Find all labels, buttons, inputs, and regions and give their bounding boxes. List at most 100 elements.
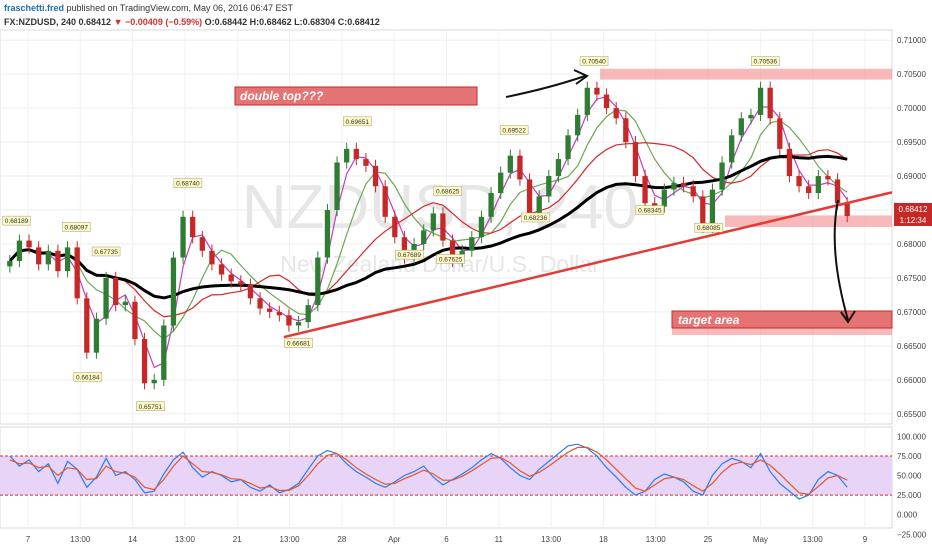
time-grid [27, 30, 866, 528]
drawn-arrows [505, 69, 856, 324]
symbol-name[interactable]: FX:NZDUSD, 240 [4, 17, 77, 27]
candle-body [372, 165, 379, 187]
candle-body [170, 257, 177, 326]
candle-body [488, 193, 494, 217]
price-label-box [395, 249, 424, 260]
candle-body [430, 213, 436, 231]
candle-body [305, 305, 311, 323]
candle-body [247, 284, 254, 299]
price-zones [600, 68, 892, 336]
time-tick-label: 6 [444, 535, 449, 544]
author-name[interactable]: fraschetti.fred [4, 3, 65, 13]
price-label-text: 0.68345 [638, 208, 662, 215]
price-label-text: 0.69522 [502, 128, 526, 135]
target-area-banner [671, 310, 893, 329]
candle-body [132, 301, 138, 340]
oscillator-axis[interactable]: 100.000 75.000 50.000 25.000 0.000 −25.000 [897, 432, 927, 539]
candle-body [767, 87, 773, 119]
price-label-text: 0.67735 [94, 249, 118, 256]
candle-body [392, 216, 398, 238]
publish-info: published on TradingView.com, May 06, 20… [66, 3, 294, 13]
price-label-box [91, 246, 121, 257]
candle-body [36, 247, 42, 265]
time-axis[interactable]: 7 13:00 14 13:00 21 13:00 28 Apr 6 11 13:00 18 13:00… [26, 535, 868, 544]
price-axis[interactable]: 0.710000.705000.700000.695000.690000.685… [897, 36, 926, 419]
candle-body [575, 114, 581, 136]
candle-body [315, 257, 321, 306]
stochastic-oscillator [0, 443, 892, 500]
time-tick-label: 18 [599, 535, 608, 544]
oscillator-d-line [9, 446, 848, 495]
price-label-text: 0.68740 [176, 181, 200, 188]
price-tick-label: 0.69000 [897, 172, 926, 181]
candle-body [700, 196, 706, 227]
candle-body [825, 176, 831, 180]
price-label-text: 0.68085 [697, 225, 721, 232]
candle-body [344, 148, 350, 163]
double-top-annotation[interactable]: double top??? [234, 86, 478, 106]
candle-body [113, 277, 119, 306]
countdown-tag-box [894, 215, 932, 226]
candle-body [584, 87, 590, 115]
price-tick-label: 0.67000 [897, 308, 926, 317]
time-tick-label: Apr [388, 535, 401, 544]
candle-body [382, 186, 388, 217]
price-label-box [635, 205, 665, 215]
time-tick-label: 13:00 [541, 535, 562, 544]
zone-current [725, 215, 892, 227]
candle-body [45, 250, 51, 265]
time-tick-label: 13:00 [70, 535, 91, 544]
last-price-tag: 0.68412 1:12:34 [894, 203, 932, 226]
price-label-text: 0.65751 [139, 404, 163, 411]
oscillator-tick-label: 50.000 [897, 472, 922, 481]
price-label-box [499, 125, 529, 135]
candle-body [642, 176, 648, 204]
candle-body [401, 237, 408, 258]
price-label-text: 0.68097 [64, 224, 88, 231]
candle-body [286, 315, 292, 326]
price-tick-label: 0.66500 [897, 342, 926, 351]
price-label-box [343, 116, 372, 127]
price-label-box [284, 338, 313, 348]
candle-body [190, 216, 196, 238]
candle-body [671, 182, 677, 190]
candle-body [565, 135, 571, 160]
ma-medium-line [9, 109, 848, 340]
candle-body [64, 247, 71, 272]
price-tick-label: 0.65500 [897, 410, 926, 419]
price-label-box [579, 56, 609, 66]
candle-body [652, 203, 658, 207]
arrow-to-target-head-icon [840, 310, 856, 324]
candle-body [546, 176, 552, 197]
candle-body [507, 155, 513, 173]
oscillator-tick-label: −25.000 [897, 530, 927, 539]
candle-body [93, 318, 100, 353]
candle-body [238, 281, 244, 285]
price-label-box [173, 178, 203, 188]
candle-body [295, 322, 302, 326]
candle-body [632, 142, 639, 177]
time-tick-label: 13:00 [280, 535, 301, 544]
ma-fast-line [9, 96, 848, 369]
price-tick-label: 0.66000 [897, 376, 926, 385]
candle-body [729, 135, 735, 163]
price-tick-label: 0.70000 [897, 104, 926, 113]
price-label-text: 0.69651 [346, 119, 370, 126]
price-labels: 0.68189 0.68097 0.66184 0.67735 0.65751 0.687… [2, 56, 780, 412]
candle-body [844, 203, 850, 216]
price-label-box [61, 222, 91, 232]
time-tick-label: 13:00 [803, 535, 824, 544]
double-top-label: double top??? [240, 89, 324, 103]
target-area-annotation[interactable]: target area [671, 310, 893, 329]
candle-body [748, 114, 754, 119]
candle-body [74, 247, 80, 299]
price-label-text: 0.70540 [582, 58, 606, 65]
candle-body [7, 260, 13, 267]
ma-slow-line [9, 142, 848, 318]
candle-body [267, 308, 273, 312]
candle-body [26, 240, 32, 248]
price-label-text: 0.70536 [754, 59, 778, 66]
candle-body [151, 379, 157, 384]
candle-body [161, 325, 167, 380]
